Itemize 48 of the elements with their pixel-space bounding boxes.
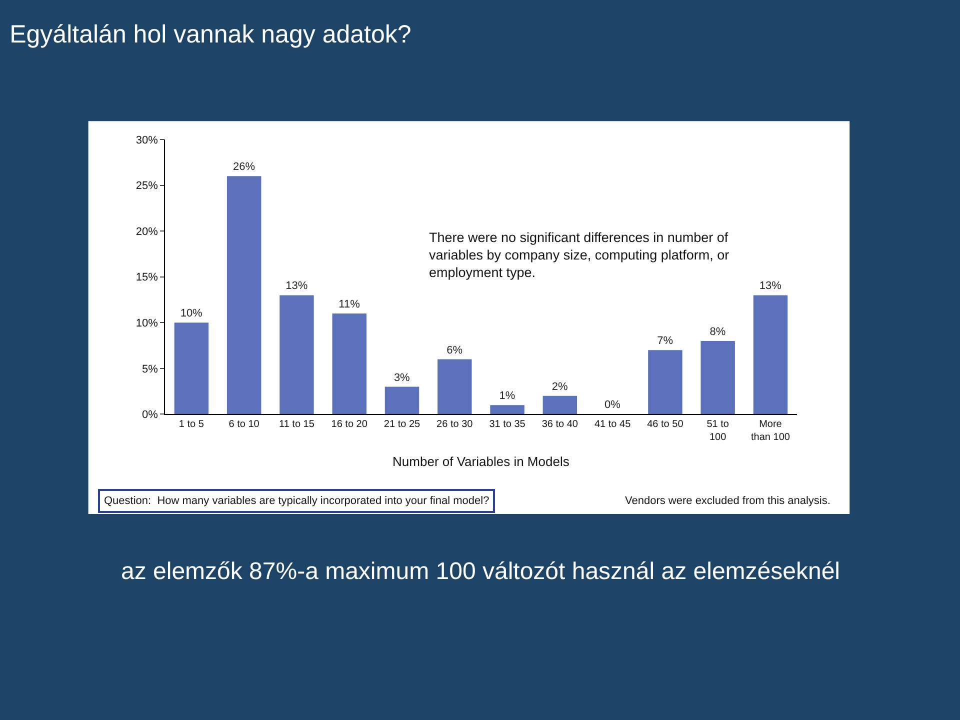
x-tick-label: 31 to 35 <box>489 419 526 430</box>
chart-title: Egyáltalán hol vannak nagy adatok? <box>10 20 412 49</box>
y-tick-label: 10% <box>136 318 158 330</box>
x-tick-label: 11 to 15 <box>279 419 315 430</box>
data-label: 13% <box>759 280 782 292</box>
text: Vendors were excluded from this analysis. <box>625 495 830 507</box>
bar <box>438 359 472 414</box>
x-axis-title: Number of Variables in Models <box>392 454 570 469</box>
data-label: 6% <box>446 344 463 356</box>
data-label: 26% <box>232 161 256 174</box>
data-label: 8% <box>710 326 726 338</box>
x-tick-label: 1 to 5 <box>178 419 204 430</box>
text: az elemzők 87%-a maximum 100 változót használ az elemzéseknél <box>121 558 840 585</box>
data-label: 0% <box>604 399 621 412</box>
bar <box>332 314 366 414</box>
bar <box>542 396 578 414</box>
bar <box>174 322 209 414</box>
x-tick-label: 21 to 25 <box>384 419 421 430</box>
bar <box>384 386 420 414</box>
data-label: 3% <box>394 372 410 384</box>
bar <box>226 176 262 414</box>
y-tick-label: 0% <box>142 409 158 422</box>
y-tick-label: 25% <box>136 180 158 192</box>
x-tick-label: 41 to 45 <box>594 419 632 430</box>
data-label: 13% <box>286 280 308 292</box>
x-tick-label: More than 100 <box>751 419 790 444</box>
x-tick-label: 46 to 50 <box>647 419 684 430</box>
text: Question: How many variables are typically incorporated into your final model? <box>104 495 490 507</box>
bar <box>490 405 524 414</box>
y-tick-label: 20% <box>136 226 158 238</box>
data-label: 11% <box>338 298 360 310</box>
y-tick-label: 30% <box>136 134 158 146</box>
data-label: 7% <box>657 335 674 348</box>
data-label: 1% <box>499 390 516 402</box>
x-tick-label: 36 to 40 <box>542 419 578 430</box>
data-label: 2% <box>552 380 568 393</box>
y-tick-label: 15% <box>136 272 158 284</box>
bar <box>280 295 314 414</box>
bar <box>700 340 735 414</box>
annotation: There were no significant differences in number of variables by company size, computing platform, or employment type. <box>429 230 730 280</box>
x-tick-label: 16 to 20 <box>331 419 368 430</box>
bar <box>753 295 788 414</box>
y-tick-label: 5% <box>142 363 158 376</box>
x-tick-label: 26 to 30 <box>436 419 474 430</box>
x-tick-label: 6 to 10 <box>228 419 260 430</box>
bar <box>648 350 682 414</box>
data-label: 10% <box>180 308 203 320</box>
x-tick-label: 51 to 100 <box>706 419 730 444</box>
